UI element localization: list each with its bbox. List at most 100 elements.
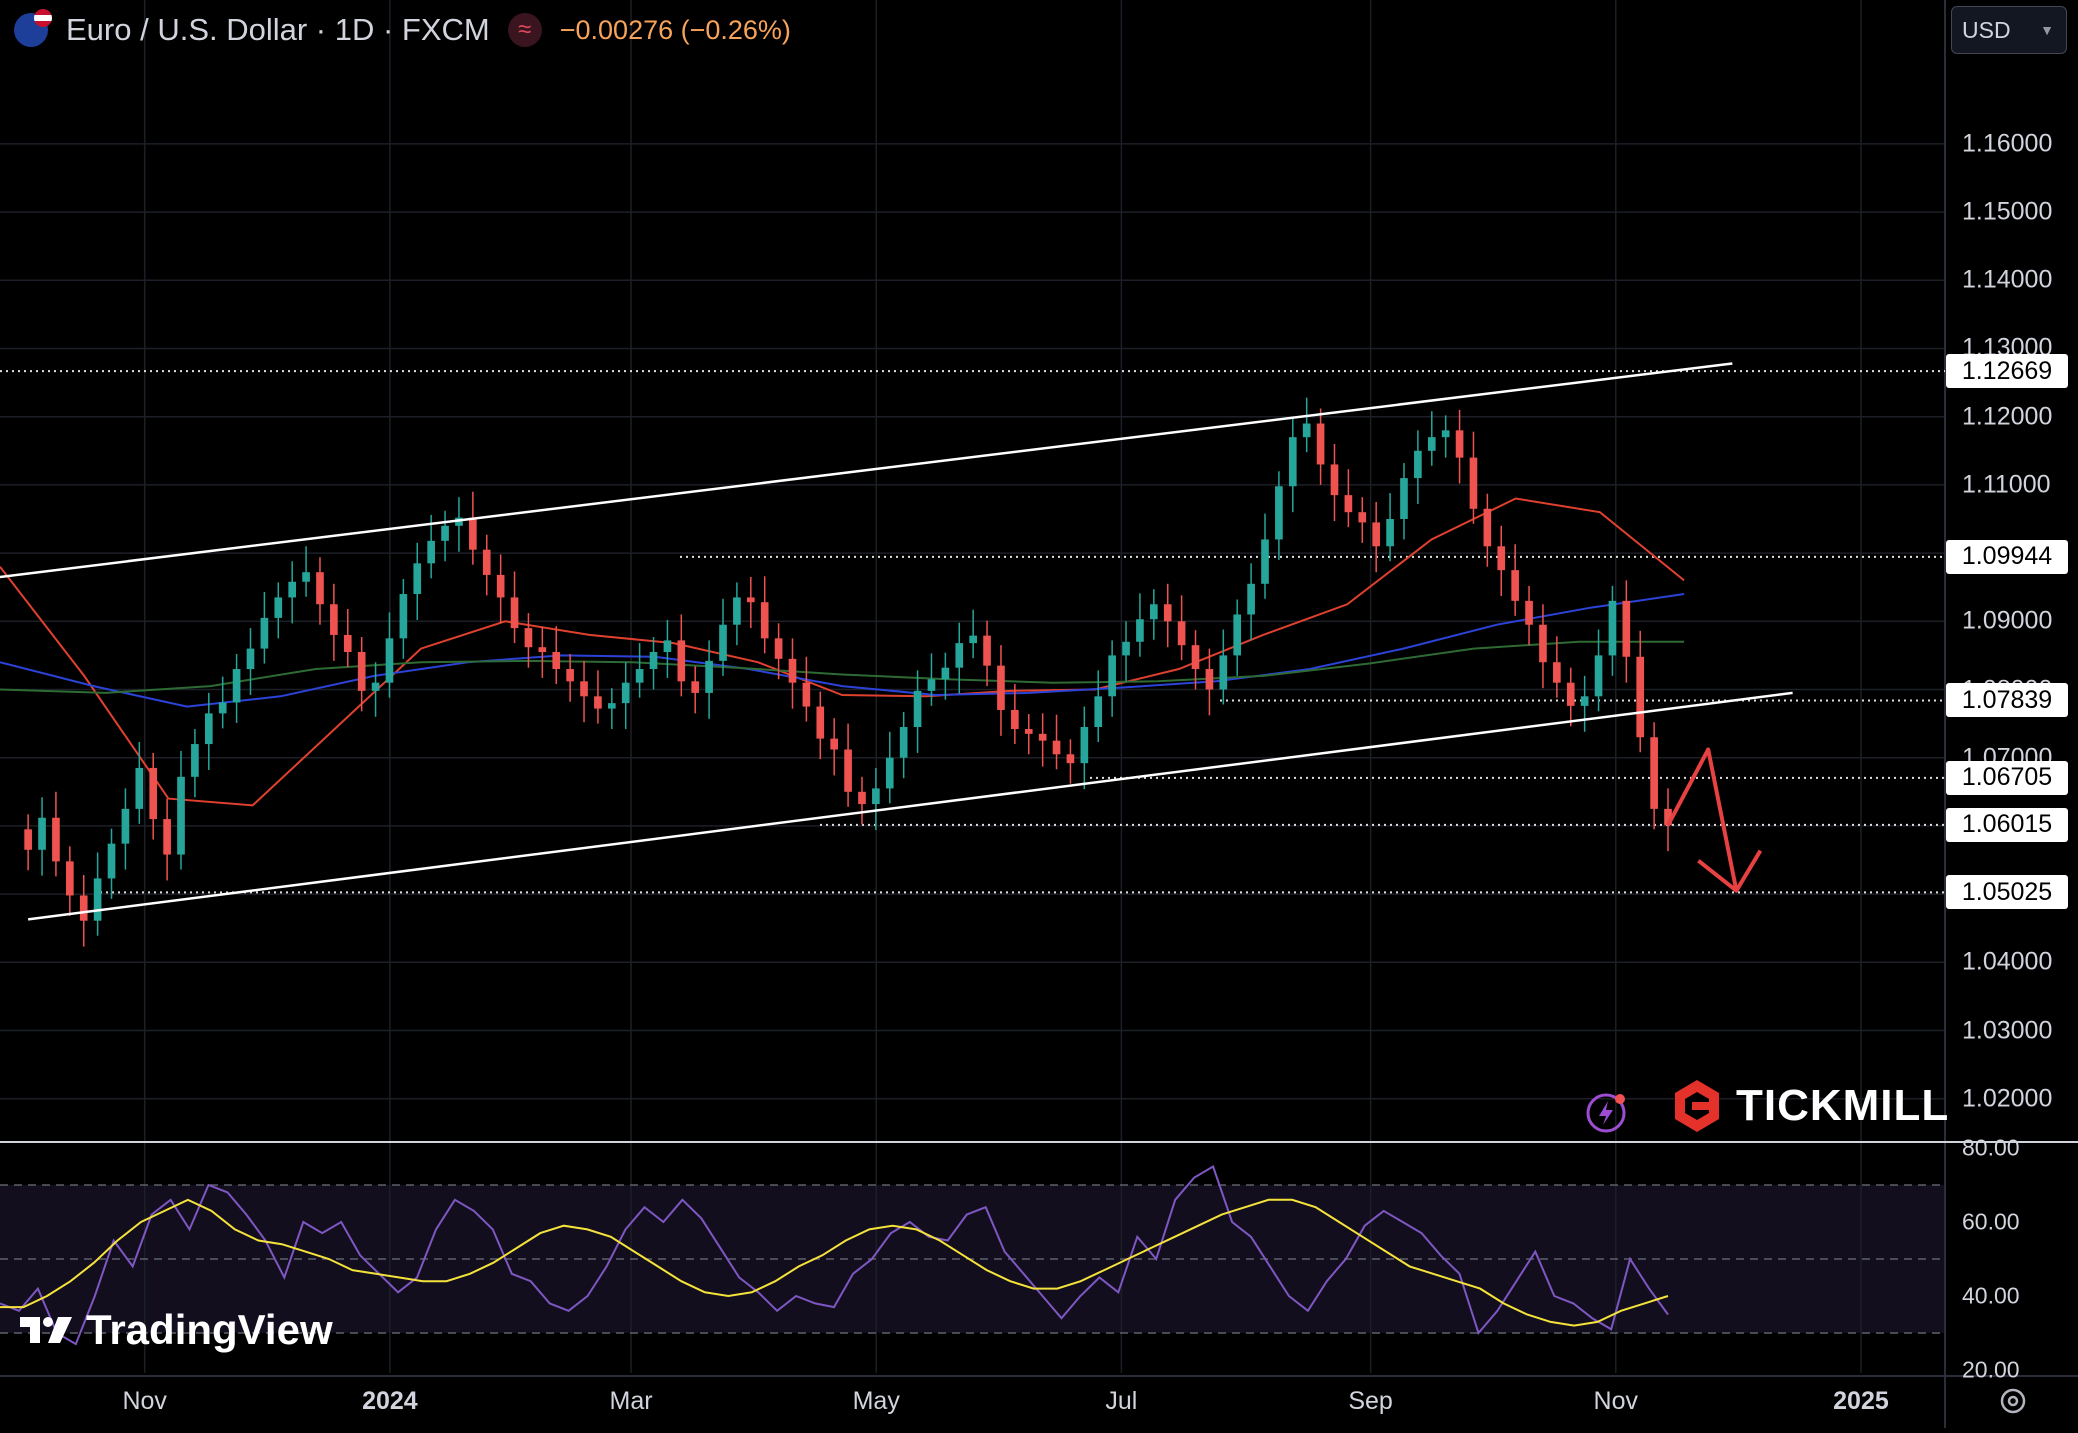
candle-body <box>441 525 449 541</box>
candle-body <box>733 597 741 625</box>
tradingview-logo: TradingView <box>18 1306 333 1354</box>
candle-body <box>469 517 477 550</box>
candle-body <box>163 819 171 855</box>
price-level-label: 1.05025 <box>1946 875 2068 910</box>
channel-lower-line <box>27 691 1793 921</box>
candle-body <box>663 640 672 652</box>
candle-body <box>788 658 797 683</box>
lightning-alert-icon[interactable] <box>1586 1091 1628 1133</box>
candle-body <box>844 749 852 792</box>
price-level-label: 1.06015 <box>1946 807 2068 842</box>
candle-body <box>941 667 950 680</box>
candle-body <box>872 788 880 805</box>
candle-body <box>1344 495 1353 513</box>
rsi-tick-label: 60.00 <box>1962 1208 2020 1235</box>
candle-body <box>204 713 213 745</box>
candle-body <box>538 647 547 652</box>
price-level-label: 1.07839 <box>1946 683 2068 718</box>
candle-body <box>1594 655 1603 697</box>
time-tick-label: Nov <box>122 1387 167 1415</box>
candle-body <box>1469 457 1478 509</box>
candle-body <box>1372 522 1381 547</box>
candle-body <box>52 817 60 862</box>
candle-body <box>455 517 463 526</box>
time-tick-label: May <box>852 1387 900 1415</box>
rsi-tick-label: 40.00 <box>1962 1282 2020 1309</box>
candle-body <box>1566 682 1575 706</box>
projection-arrowhead <box>1697 849 1763 893</box>
candle-body <box>1622 600 1631 657</box>
candle-body <box>1414 450 1422 479</box>
rsi-tick-label: 80.00 <box>1962 1134 2020 1161</box>
candle-body <box>274 597 283 618</box>
candle-body <box>1038 733 1047 741</box>
price-change: −0.00276 (−0.26%) <box>559 14 791 45</box>
candle-body <box>427 540 435 564</box>
tradingview-wordmark: TradingView <box>86 1306 333 1353</box>
candle-body <box>677 640 686 682</box>
candle-body <box>302 572 310 582</box>
candle-body <box>1275 486 1283 540</box>
candle-body <box>1150 604 1158 620</box>
price-level-label: 1.06705 <box>1946 760 2068 795</box>
candle-body <box>983 635 991 666</box>
candle-body <box>1011 709 1019 730</box>
chart-header: Euro / U.S. Dollar · 1D · FXCM ≈ −0.0027… <box>0 0 791 60</box>
candle-body <box>1177 621 1186 646</box>
candle-body <box>1441 430 1450 438</box>
candle-body <box>1636 656 1645 738</box>
candle-body <box>79 895 88 921</box>
candle-body <box>371 682 380 691</box>
candle-body <box>1288 437 1297 487</box>
candle-body <box>510 597 519 629</box>
candle-body <box>830 738 839 750</box>
time-tick-label: Nov <box>1593 1387 1638 1415</box>
candle-body <box>496 574 505 598</box>
candle-body <box>1400 478 1408 519</box>
currency-selector[interactable]: USD ▼ <box>1951 6 2067 54</box>
gear-icon[interactable] <box>1996 1384 2030 1418</box>
candle-body <box>635 669 644 683</box>
indicator-toggle-icon[interactable]: ≈ <box>507 13 542 47</box>
candle-body <box>316 572 324 605</box>
time-tick-label: Sep <box>1348 1387 1393 1415</box>
candle-body <box>760 602 769 639</box>
candle-body <box>1247 583 1255 615</box>
candle-body <box>719 624 727 661</box>
candle-body <box>524 628 533 648</box>
channel-upper-line <box>0 362 1733 579</box>
candle-body <box>1330 464 1339 496</box>
candle-body <box>1525 600 1533 625</box>
candle-body <box>746 597 755 603</box>
price-tick-label: 1.02000 <box>1962 1084 2053 1113</box>
candle-body <box>1455 430 1464 458</box>
candle-body <box>705 660 713 693</box>
moving-average-line <box>0 640 1685 694</box>
candle-body <box>1219 655 1228 690</box>
candle-body <box>1497 546 1506 571</box>
candle-body <box>121 808 130 844</box>
candle-body <box>149 767 158 820</box>
candle-body <box>135 767 144 809</box>
candle-body <box>1553 662 1561 683</box>
price-tick-label: 1.16000 <box>1962 129 2053 158</box>
price-tick-label: 1.12000 <box>1962 402 2053 431</box>
rsi-signal-line <box>0 1198 1669 1327</box>
candle-body <box>969 635 977 644</box>
candle-body <box>1580 696 1589 706</box>
candle-body <box>93 878 102 921</box>
candle-body <box>1080 727 1089 764</box>
price-tick-label: 1.03000 <box>1962 1016 2053 1044</box>
tradingview-tv-icon <box>20 1317 72 1343</box>
time-tick-label: Jul <box>1105 1387 1138 1415</box>
projection-arrow <box>1666 747 1739 892</box>
symbol-title[interactable]: Euro / U.S. Dollar · 1D · FXCM <box>66 12 490 47</box>
time-tick-label: 2024 <box>362 1387 418 1415</box>
candle-body <box>1233 614 1242 656</box>
tickmill-wordmark: TICKMILL <box>1736 1081 1950 1130</box>
candle-body <box>1358 512 1367 523</box>
time-tick-label: 2025 <box>1833 1387 1889 1415</box>
tickmill-logo: TICKMILL <box>1672 1078 1949 1134</box>
